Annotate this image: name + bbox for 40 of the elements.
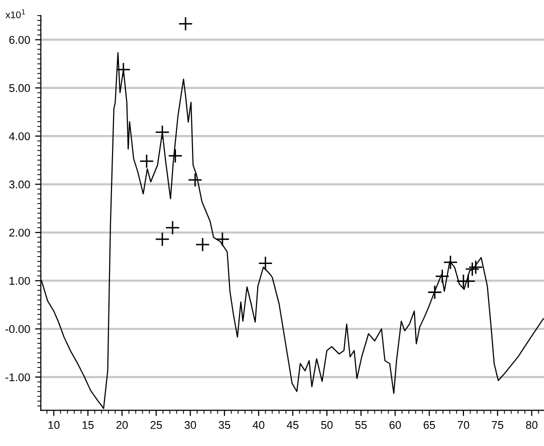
y-tick-label: 5.00 — [9, 84, 30, 92]
point — [168, 148, 183, 164]
y-tick-label: 6.00 — [9, 36, 30, 44]
x-tick-label: 20 — [116, 421, 128, 429]
y-axis-title: x10$^{1}$ — [6, 9, 25, 18]
point — [258, 256, 273, 271]
point — [188, 172, 202, 188]
x-tick-label: 30 — [184, 421, 196, 429]
point — [139, 154, 154, 168]
x-tick-label: 15 — [82, 421, 94, 429]
y-tick-label: 2.00 — [9, 228, 30, 237]
x-tick-label: 10 — [48, 421, 60, 429]
point — [178, 16, 193, 32]
point — [165, 220, 180, 235]
point — [155, 232, 170, 247]
point — [155, 124, 170, 140]
point — [116, 62, 131, 77]
x-tick-label: 40 — [252, 421, 264, 429]
x-tick-label: 55 — [355, 421, 367, 429]
x-tick-label: 45 — [286, 421, 298, 429]
y-tick-label: 1.00 — [10, 276, 30, 285]
point — [195, 237, 210, 252]
point — [468, 260, 484, 274]
point — [427, 284, 442, 300]
x-tick-label: 70 — [458, 421, 470, 429]
y-tick-label: 3.00 — [9, 180, 30, 188]
x-tick-label: 75 — [492, 421, 504, 429]
x-tick-label: 50 — [321, 421, 333, 429]
x-tick-label: 80 — [526, 421, 538, 429]
point — [434, 269, 450, 284]
y-tick-label: 4.00 — [9, 132, 30, 140]
x-tick-label: 35 — [218, 421, 230, 429]
point — [215, 232, 230, 247]
y-tick-label: -0.00 — [6, 325, 30, 334]
y-tick-label: -1.00 — [6, 373, 30, 382]
x-tick-label: 65 — [424, 421, 436, 429]
x-tick-label: 25 — [150, 421, 162, 429]
point — [465, 262, 480, 276]
point — [443, 255, 458, 270]
x-tick-label: 60 — [390, 421, 401, 429]
